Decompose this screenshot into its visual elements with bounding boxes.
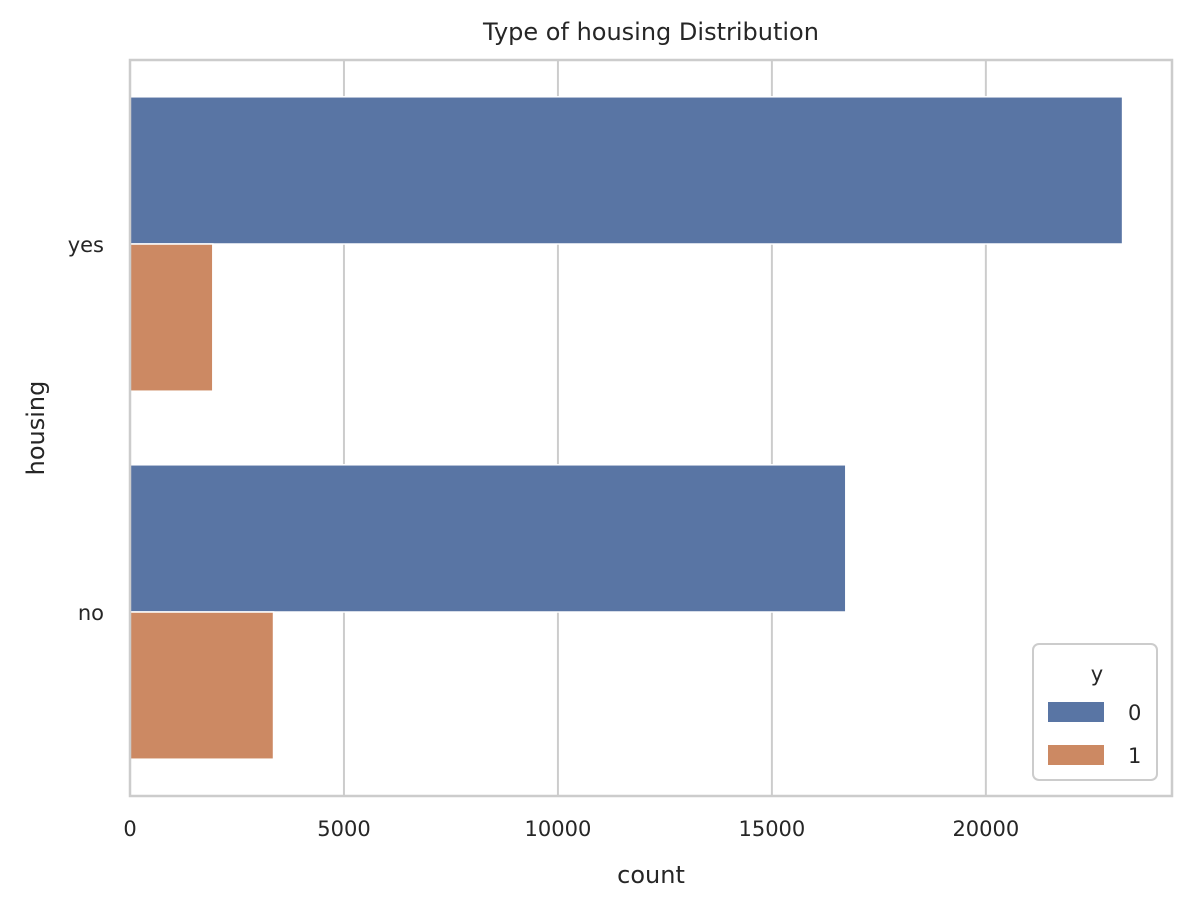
bar-no-series-0 [129,464,847,613]
bar-yes-series-1 [129,243,214,392]
x-axis-label: count [617,861,685,889]
x-tick-label: 15000 [738,817,805,841]
x-tick-label: 0 [123,817,136,841]
bar-yes-series-0 [129,96,1124,245]
y-tick-labels: yes no [68,233,104,625]
chart-title: Type of housing Distribution [482,18,819,46]
bar-no-series-1 [129,611,275,760]
plot-frame [128,58,1174,798]
legend-swatch-1 [1048,745,1104,765]
x-tick-label: 20000 [952,817,1019,841]
x-tick-label: 10000 [525,817,592,841]
bars [129,96,1124,760]
legend-title: y [1091,662,1103,686]
x-tick-label: 5000 [317,817,370,841]
legend-label-0: 0 [1128,701,1141,725]
y-tick-label-yes: yes [68,233,104,257]
y-tick-label-no: no [78,601,104,625]
legend: y 0 1 [1032,643,1158,781]
x-tick-labels: 0 5000 10000 15000 20000 [123,817,1019,841]
legend-swatch-0 [1048,702,1104,722]
y-axis-label: housing [22,381,50,476]
legend-label-1: 1 [1128,744,1141,768]
